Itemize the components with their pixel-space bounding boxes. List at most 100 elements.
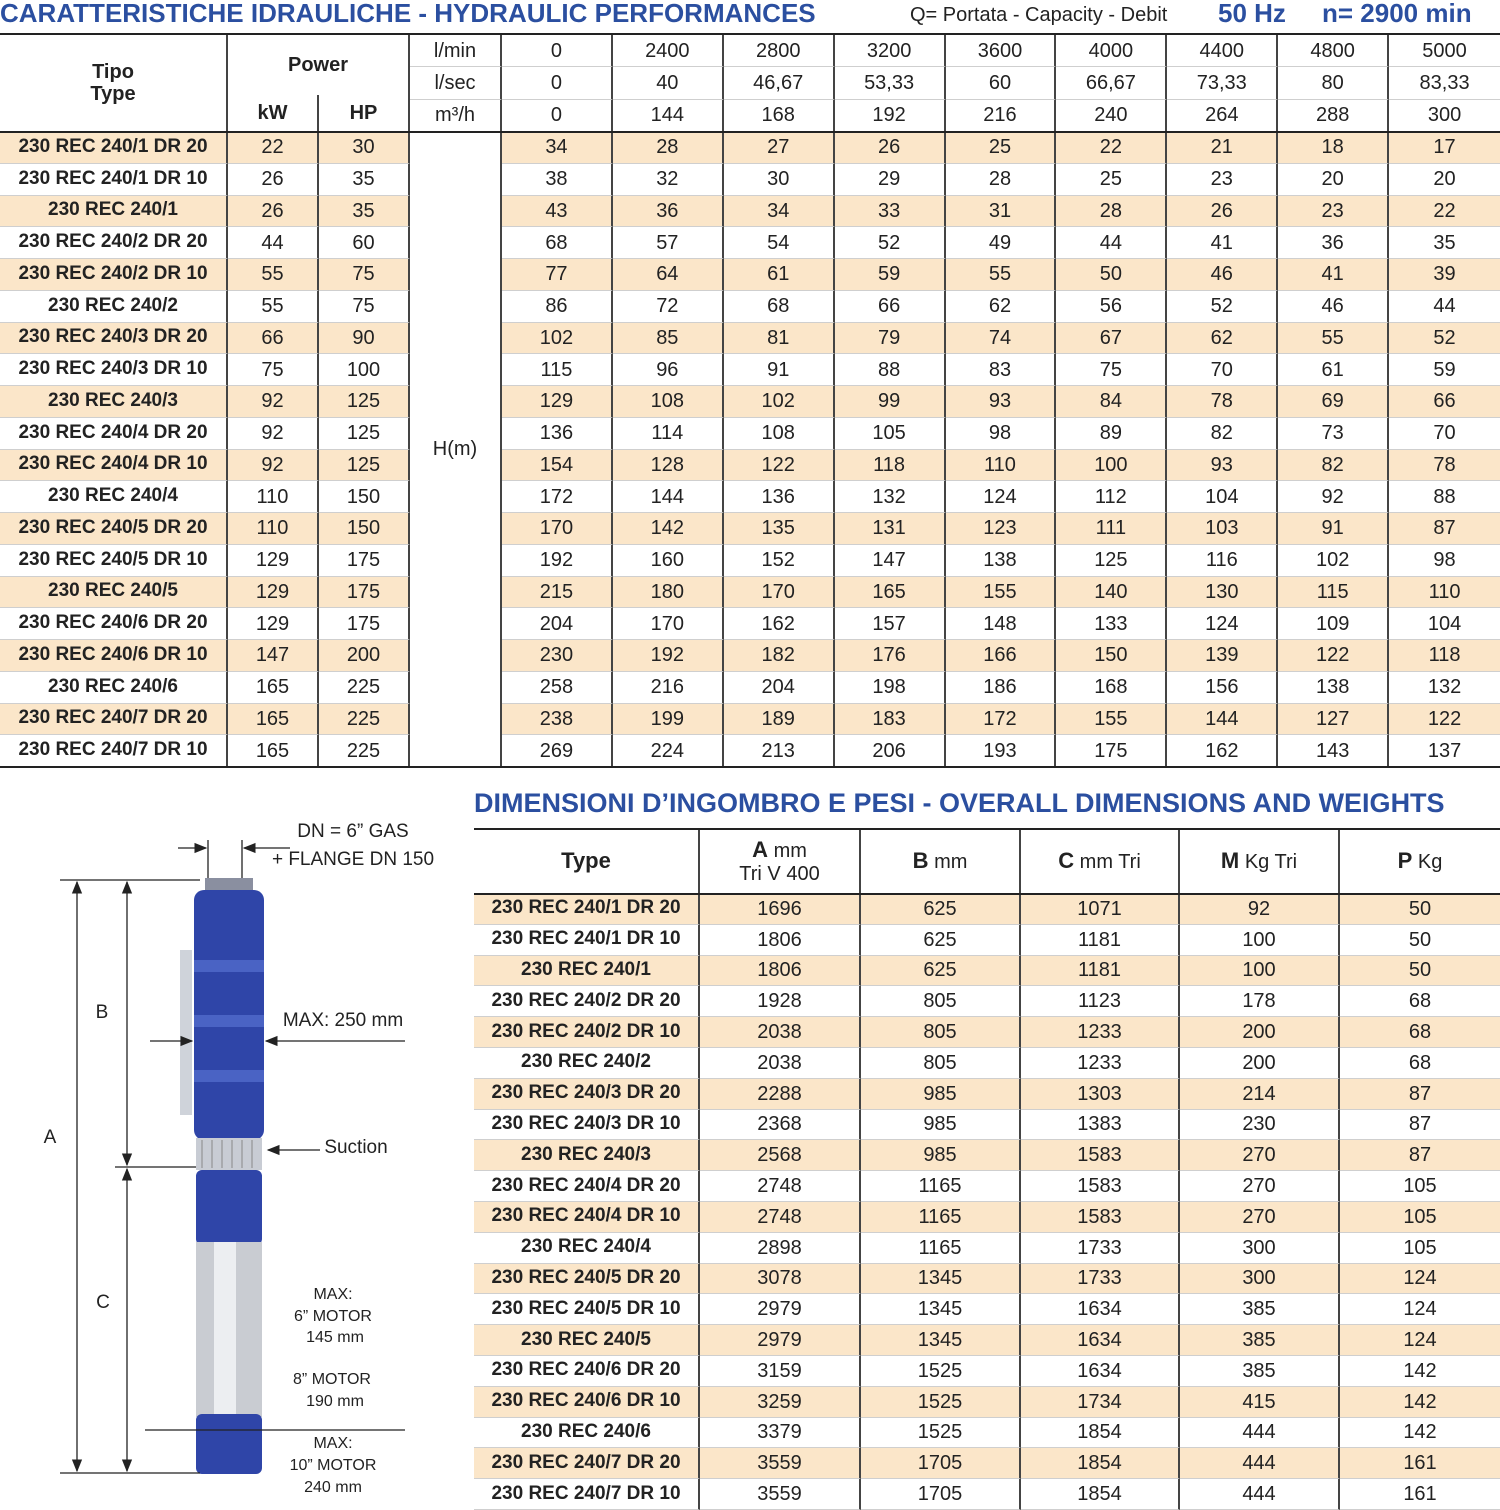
head-value: 52	[1167, 290, 1279, 323]
head-value: 189	[723, 703, 835, 736]
head-value: 127	[1278, 703, 1390, 736]
head-value: 144	[612, 481, 724, 513]
dn-label: DN = 6” GAS	[297, 821, 408, 842]
dimension-value: 161	[1340, 1448, 1500, 1480]
head-value: 132	[1389, 672, 1500, 704]
head-value: 182	[723, 640, 835, 672]
dimension-value: 1345	[861, 1294, 1021, 1326]
head-value: 136	[502, 417, 613, 450]
pump-type: 230 REC 240/4 DR 10	[0, 449, 228, 482]
head-value: 102	[723, 386, 835, 418]
dimension-value: 2038	[700, 1048, 861, 1079]
head-value: 98	[1389, 545, 1500, 577]
header-text: C	[1058, 848, 1075, 874]
dimension-value: 1634	[1021, 1325, 1180, 1356]
power-hp: 100	[319, 354, 410, 386]
head-value: 57	[612, 227, 724, 259]
flow-value: 0	[502, 99, 613, 132]
dimension-value: 1181	[1021, 924, 1180, 956]
rule	[474, 893, 1500, 895]
head-value: 156	[1167, 671, 1279, 704]
dimension-value: 87	[1340, 1110, 1500, 1141]
capacity: Q= Portata - Capacity - Debit	[910, 4, 1168, 26]
pump-type: 230 REC 240/1	[474, 955, 700, 987]
power-kw: 110	[228, 481, 319, 513]
head-value: 49	[945, 227, 1057, 259]
pump-type: 230 REC 240/3 DR 20	[0, 322, 228, 355]
head-value: 104	[1389, 608, 1500, 640]
motor-label: 145 mm	[306, 1329, 364, 1346]
dimension-value: 1233	[1021, 1048, 1180, 1079]
power-kw: 75	[228, 354, 319, 386]
pump-type: 230 REC 240/6 DR 20	[474, 1356, 700, 1387]
flow-value: 168	[723, 99, 835, 132]
head-value: 28	[612, 132, 724, 164]
type-header: Tipo Type	[0, 35, 228, 132]
head-value: 61	[1278, 354, 1390, 386]
head-value: 110	[1389, 576, 1500, 609]
head-value: 70	[1167, 354, 1279, 386]
power-kw: 110	[228, 513, 319, 545]
dimension-value: 1123	[1021, 986, 1180, 1018]
power-kw: 55	[228, 290, 319, 323]
dimension-value: 68	[1340, 1048, 1500, 1079]
head-value: 73	[1278, 417, 1390, 450]
motor-label: MAX:	[313, 1435, 352, 1452]
head-value: 122	[723, 449, 835, 482]
pump-type: 230 REC 240/7 DR 10	[0, 735, 228, 767]
power-hp: 75	[319, 290, 410, 323]
head-value: 21	[1167, 132, 1279, 164]
power-kw: 165	[228, 735, 319, 767]
head-value: 54	[723, 227, 835, 259]
dimension-value: 3559	[700, 1448, 861, 1480]
head-value: 162	[723, 608, 835, 640]
pump-type: 230 REC 240/3	[0, 386, 228, 418]
dimension-value: 985	[861, 1109, 1021, 1141]
pump-type: 230 REC 240/4	[0, 481, 228, 513]
header-text: P	[1397, 848, 1413, 874]
dimension-value: 1928	[700, 986, 861, 1018]
dimension-value: 2898	[700, 1232, 861, 1264]
pump-type: 230 REC 240/1	[0, 195, 228, 228]
dimension-value: 1806	[700, 955, 861, 987]
head-value: 46	[1167, 259, 1279, 291]
dimension-value: 68	[1340, 986, 1500, 1018]
dimension-value: 50	[1340, 955, 1500, 987]
head-value: 104	[1167, 481, 1279, 513]
flow-value: 80	[1278, 67, 1390, 100]
power-kw: 55	[228, 259, 319, 291]
dimension-value: 1525	[861, 1356, 1021, 1387]
dimension-value: 385	[1180, 1325, 1340, 1356]
power-kw: 147	[228, 640, 319, 672]
head-value: 170	[612, 608, 724, 640]
header-text: M	[1220, 848, 1240, 874]
rule	[0, 766, 1500, 768]
pump-type: 230 REC 240/3	[474, 1140, 700, 1172]
flow-value: 5000	[1389, 35, 1500, 68]
head-value: 122	[1389, 703, 1500, 736]
motor-label: 8” MOTOR	[293, 1371, 371, 1388]
head-value: 29	[834, 163, 946, 196]
header-text: A	[752, 837, 768, 863]
head-value: 147	[834, 544, 946, 577]
motor-label: 6” MOTOR	[294, 1308, 372, 1325]
head-value: 183	[834, 703, 946, 736]
flow-value: 192	[834, 99, 946, 132]
head-value: 124	[1167, 608, 1279, 640]
head-value: 23	[1278, 195, 1390, 228]
pump-type: 230 REC 240/5 DR 20	[0, 513, 228, 545]
dimension-value: 100	[1180, 955, 1340, 987]
head-value: 168	[1056, 671, 1168, 704]
head-value: 192	[502, 544, 613, 577]
flow-value: 300	[1389, 100, 1500, 132]
c-label: C	[96, 1292, 110, 1313]
head-value: 139	[1167, 640, 1279, 672]
head-value: 25	[1056, 163, 1168, 196]
head-value: 78	[1167, 386, 1279, 418]
head-value: 224	[612, 735, 724, 767]
flow-value: 240	[1056, 99, 1168, 132]
head-value: 116	[1167, 544, 1279, 577]
head-value: 72	[612, 290, 724, 323]
head-value: 213	[723, 735, 835, 767]
head-value: 154	[502, 449, 613, 482]
